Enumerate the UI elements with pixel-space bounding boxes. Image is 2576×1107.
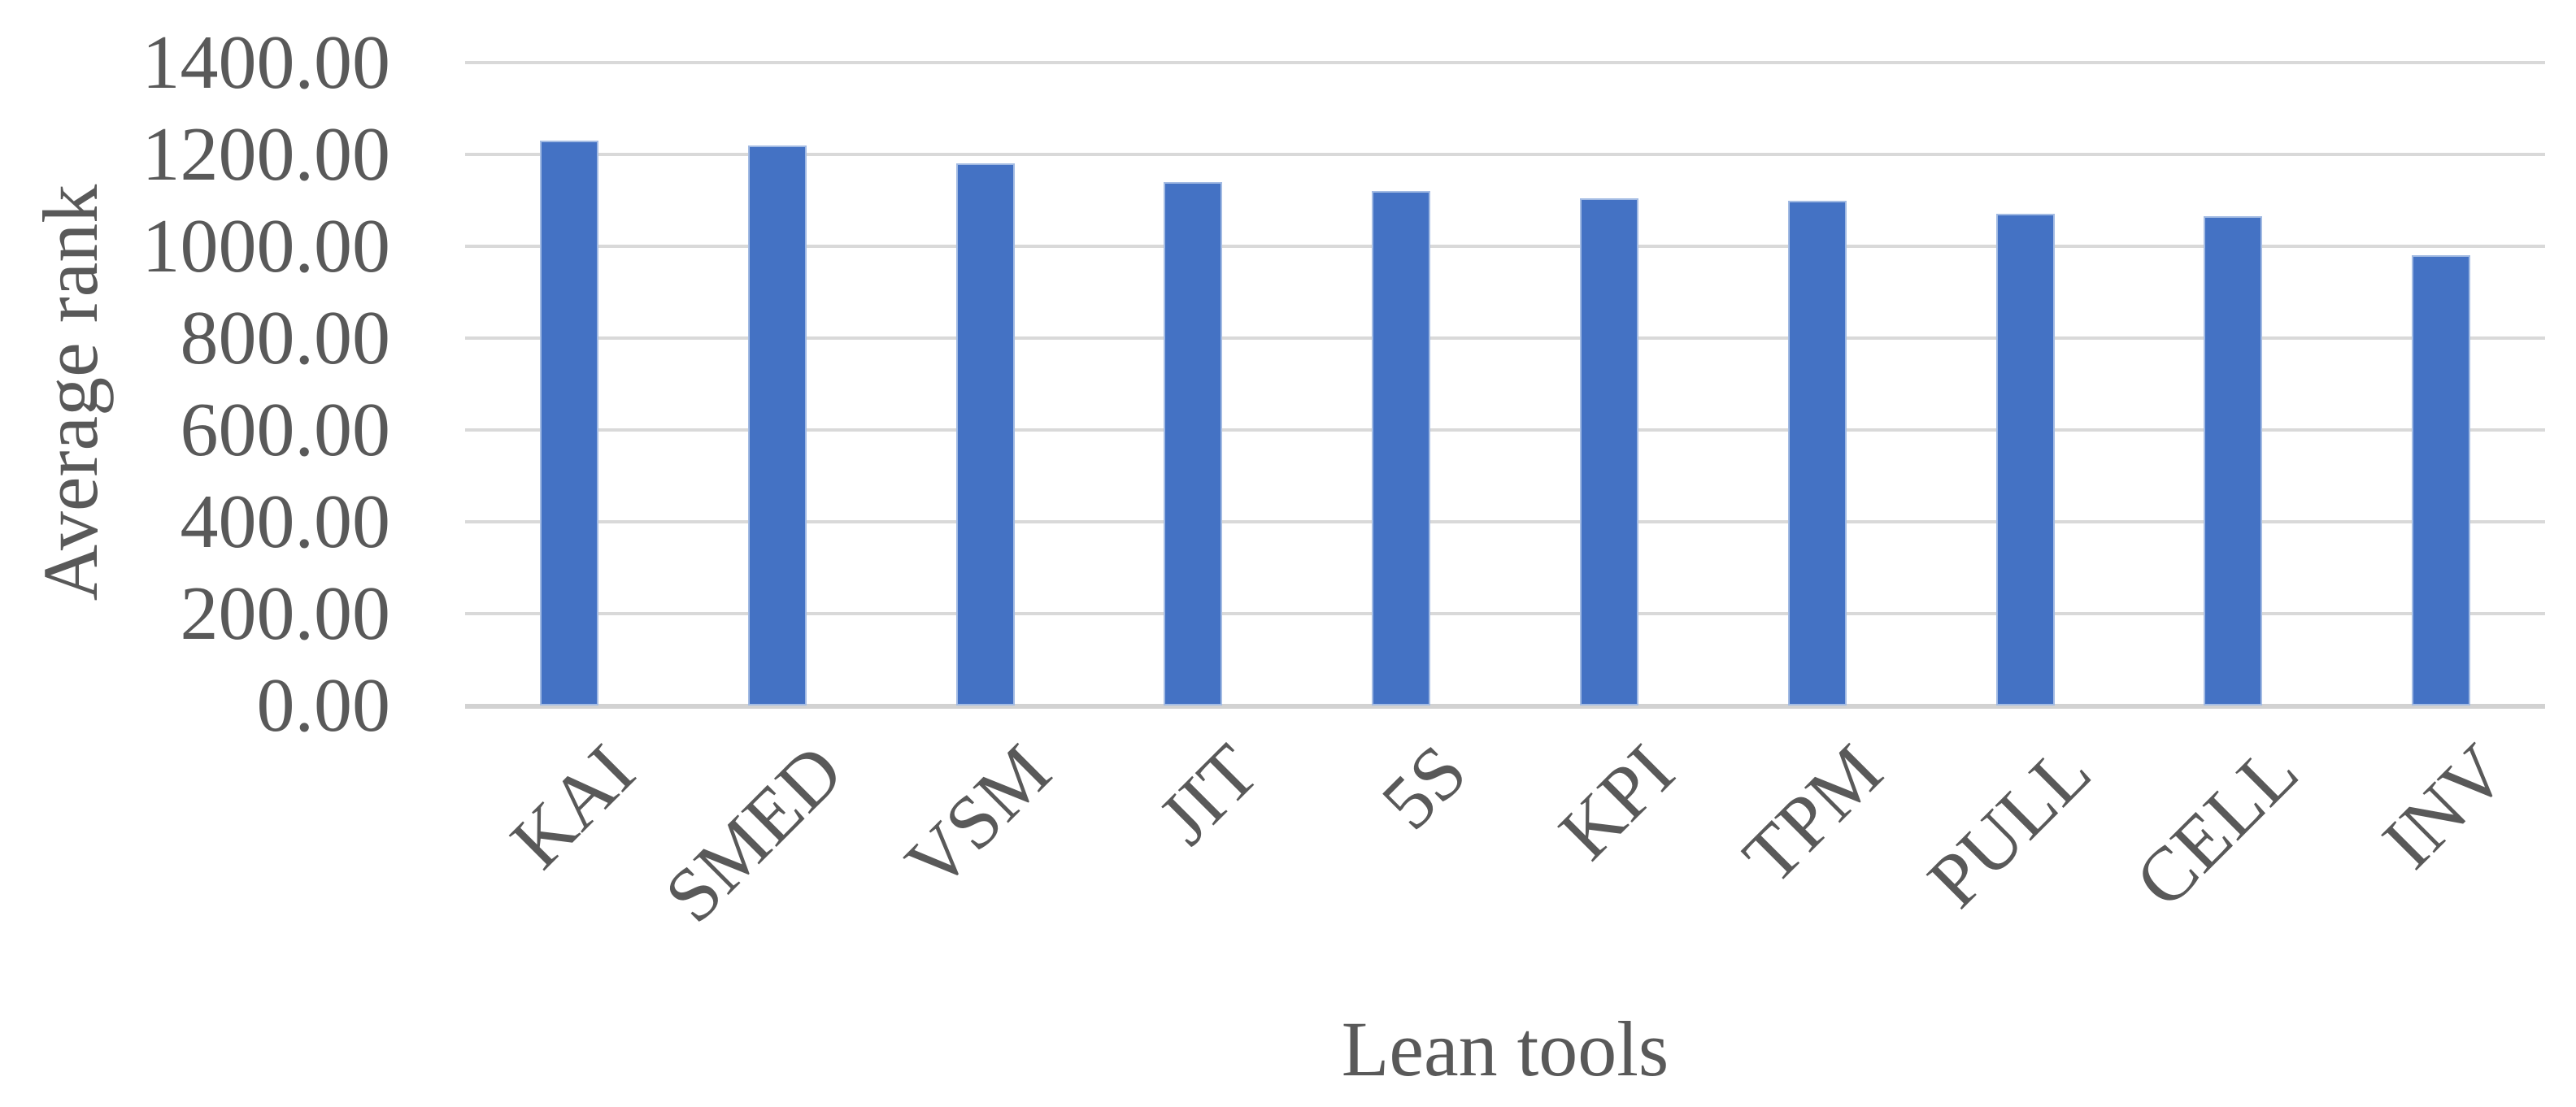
y-tick-label: 1000.00	[141, 204, 391, 289]
plot-area	[465, 61, 2545, 709]
y-tick-label: 1400.00	[141, 20, 391, 105]
bar-smed	[747, 145, 807, 705]
gridline	[465, 245, 2545, 248]
x-axis-line	[465, 704, 2545, 709]
bar-kpi	[1579, 198, 1638, 705]
gridline	[465, 612, 2545, 615]
y-tick-label: 600.00	[180, 388, 391, 472]
bar-kai	[539, 141, 598, 705]
bar-tpm	[1787, 200, 1847, 705]
gridline	[465, 61, 2545, 64]
gridline	[465, 520, 2545, 523]
x-category-label: VSM	[890, 728, 1067, 906]
x-category-label: TPM	[1727, 728, 1899, 900]
bar-cell	[2204, 216, 2263, 705]
bar-inv	[2412, 255, 2471, 705]
y-tick-label: 800.00	[180, 296, 391, 380]
x-category-label: PULL	[1911, 728, 2107, 924]
bar-5s	[1372, 191, 1431, 705]
x-category-label: KAI	[494, 728, 651, 885]
y-tick-label: 400.00	[180, 480, 391, 564]
x-category-label: SMED	[648, 728, 859, 939]
y-tick-label: 0.00	[256, 663, 391, 748]
y-tick-label: 200.00	[180, 571, 391, 656]
x-category-label: INV	[2366, 728, 2523, 885]
x-category-label: CELL	[2119, 728, 2315, 924]
gridline	[465, 336, 2545, 340]
y-tick-label: 1200.00	[141, 112, 391, 197]
x-category-label: KPI	[1543, 728, 1691, 876]
bar-pull	[1995, 214, 2055, 705]
x-category-label: 5S	[1365, 728, 1483, 846]
gridline	[465, 153, 2545, 156]
x-axis-title: Lean tools	[1341, 1005, 1669, 1092]
gridline	[465, 428, 2545, 432]
bar-jit	[1164, 181, 1223, 705]
x-category-label: JIT	[1142, 728, 1275, 861]
bar-vsm	[955, 163, 1015, 705]
